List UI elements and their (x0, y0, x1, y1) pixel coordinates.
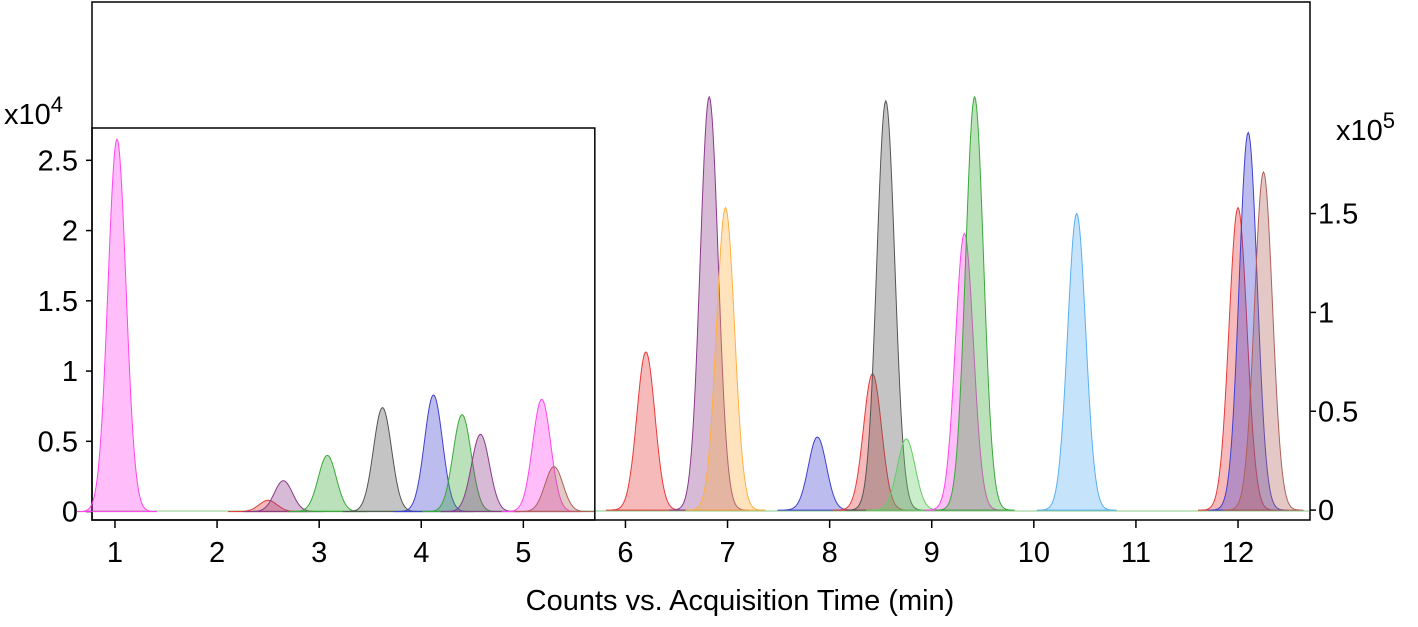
peak (845, 99, 926, 511)
peak (440, 433, 521, 513)
y2-tick-label: 0 (1318, 495, 1334, 527)
peak (685, 206, 766, 511)
peak (393, 394, 474, 513)
x-tick-label: 12 (1222, 537, 1254, 569)
peak (287, 454, 368, 513)
y2-multiplier-exponent: 5 (1383, 108, 1395, 133)
peak (777, 436, 858, 511)
x-tick-label: 9 (924, 537, 940, 569)
peak (501, 398, 582, 513)
peak (1208, 131, 1289, 511)
x-tick-label: 1 (107, 537, 123, 569)
y-tick-label: 0.5 (38, 426, 78, 458)
x-tick-label: 7 (719, 537, 735, 569)
y2-multiplier: x105 (1336, 108, 1395, 147)
peak (669, 95, 750, 511)
peak (832, 373, 913, 511)
peak (605, 351, 686, 511)
x-tick-label: 6 (617, 537, 633, 569)
x-tick-label: 11 (1121, 537, 1151, 569)
y-tick-label: 1.5 (38, 286, 78, 318)
peak (514, 466, 594, 513)
peak (924, 232, 1005, 511)
y-multiplier: x104 (4, 92, 63, 131)
y-tick-label: 1 (62, 356, 78, 388)
y-tick-label: 0 (62, 497, 78, 529)
y-tick-label: 2.5 (38, 145, 78, 177)
y2-tick-label: 1 (1318, 297, 1334, 329)
peak (1036, 212, 1117, 511)
peak (342, 407, 423, 513)
x-tick-label: 5 (515, 537, 531, 569)
peak (1198, 206, 1278, 511)
x-tick-label: 3 (311, 537, 327, 569)
y2-tick-label: 0.5 (1318, 396, 1358, 428)
y-multiplier-base: x10 (4, 99, 51, 131)
inset-frame (91, 127, 596, 521)
peak (422, 414, 503, 513)
x-tick-label: 10 (1018, 537, 1050, 569)
x-axis-label: Counts vs. Acquisition Time (min) (526, 585, 955, 617)
y2-multiplier-base: x10 (1336, 115, 1383, 147)
y-multiplier-exponent: 4 (51, 92, 63, 117)
peak (1223, 170, 1304, 511)
x-tick-label: 4 (413, 537, 429, 569)
peak (76, 137, 158, 513)
x-tick-label: 2 (209, 537, 225, 569)
x-tick-label: 8 (822, 537, 838, 569)
peak (934, 95, 1015, 511)
y-tick-label: 2 (62, 216, 78, 248)
y2-tick-label: 1.5 (1318, 199, 1358, 231)
